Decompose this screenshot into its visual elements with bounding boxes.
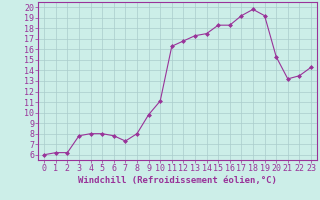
X-axis label: Windchill (Refroidissement éolien,°C): Windchill (Refroidissement éolien,°C) [78,176,277,185]
